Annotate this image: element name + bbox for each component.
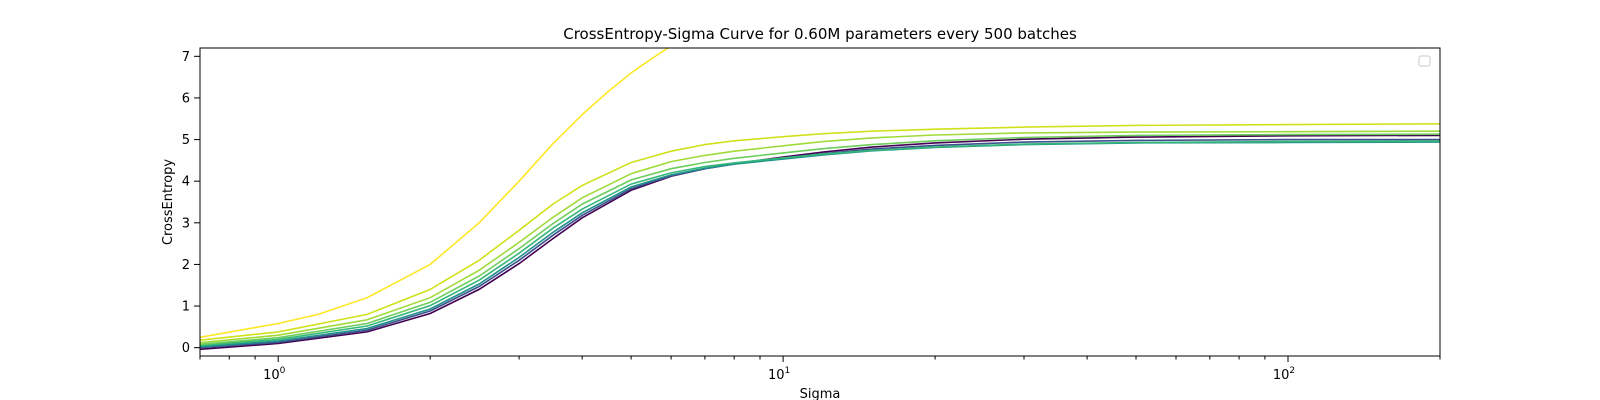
plot-frame	[199, 47, 1441, 357]
series-line-5	[200, 133, 1440, 346]
y-tick-label: 2	[182, 258, 190, 273]
y-tick-label: 0	[182, 341, 190, 356]
y-axis: 0 1 2 3 4 5 6 7	[182, 50, 200, 356]
y-tick-label: 6	[182, 91, 190, 106]
series-line-7	[200, 123, 1440, 341]
y-tick-label: 1	[182, 300, 190, 315]
y-axis-label: CrossEntropy	[161, 159, 176, 245]
y-tick-label: 4	[182, 175, 190, 190]
x-axis-label: Sigma	[800, 387, 841, 400]
legend-box	[1418, 55, 1431, 67]
series-line-3	[200, 141, 1440, 348]
y-tick-label: 7	[182, 50, 190, 65]
series-line-8	[200, 48, 670, 339]
chart-title: CrossEntropy-Sigma Curve for 0.60M param…	[563, 25, 1077, 43]
x-tick-label: 100	[263, 366, 286, 383]
x-axis: 100 101 102	[199, 356, 1441, 383]
series-line-4	[200, 140, 1440, 347]
series-line-6	[200, 130, 1440, 344]
y-tick-label: 3	[182, 216, 190, 231]
x-tick-label: 102	[1273, 366, 1295, 383]
series-group	[200, 48, 1440, 351]
y-tick-label: 5	[182, 133, 190, 148]
x-tick-label: 101	[768, 366, 790, 383]
